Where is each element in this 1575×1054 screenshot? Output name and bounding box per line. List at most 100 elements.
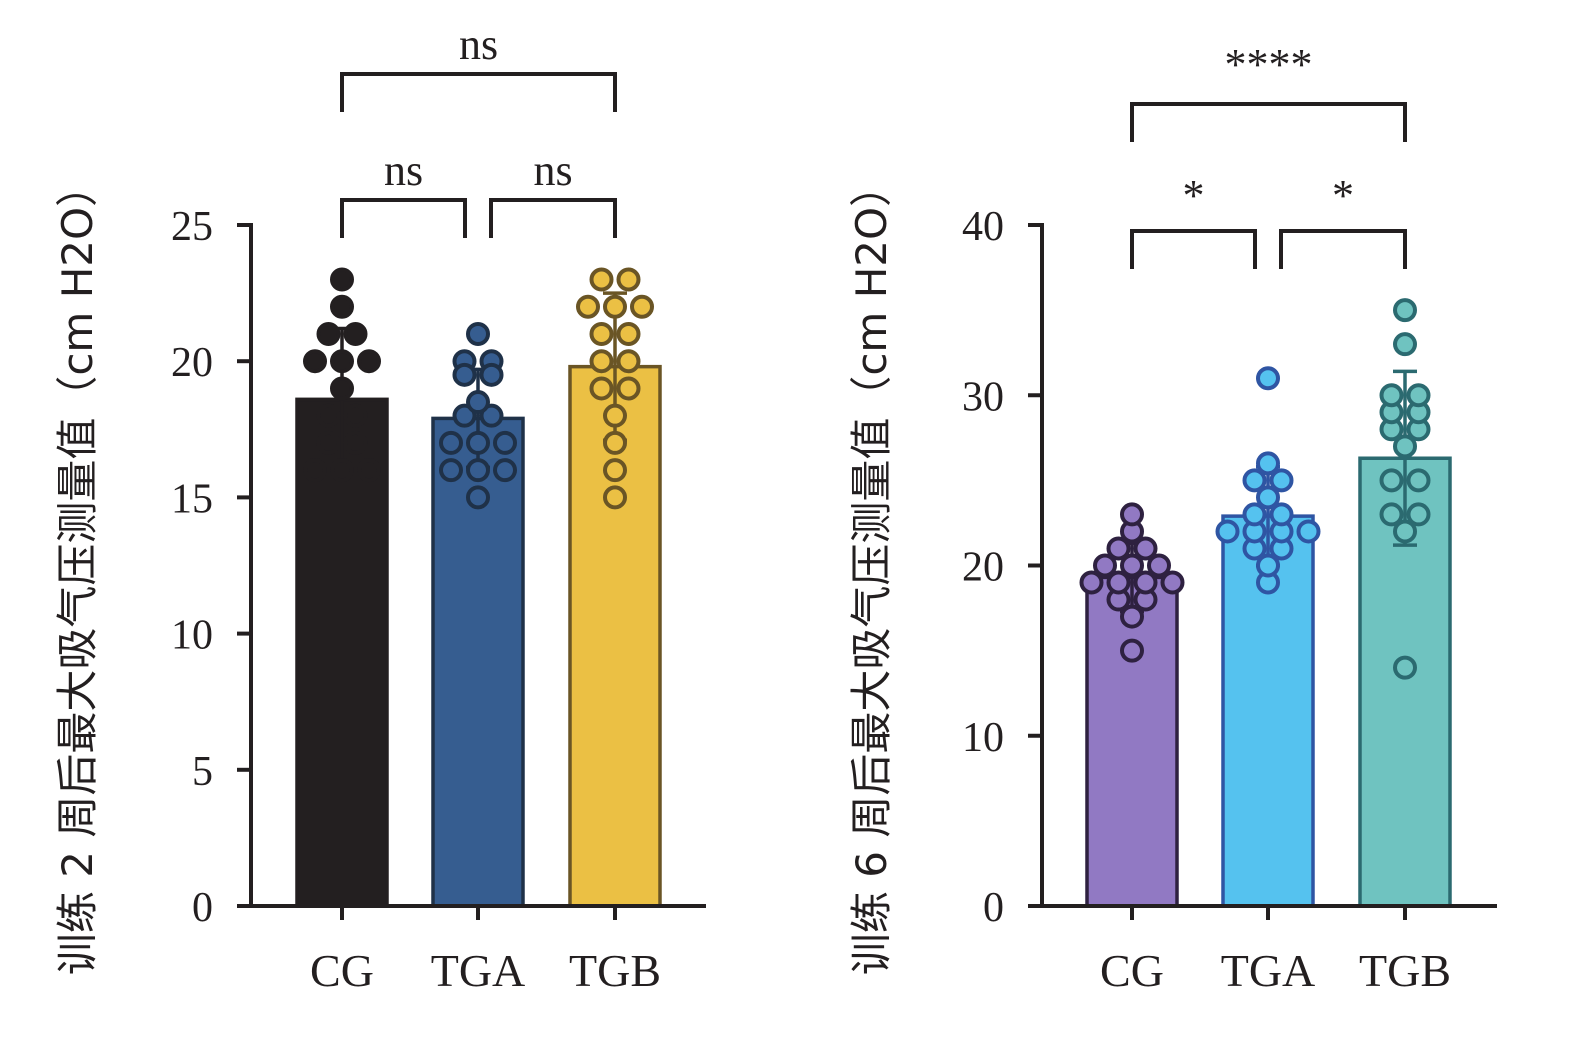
data-point-tgb — [589, 349, 614, 374]
data-point-tga — [1242, 502, 1267, 527]
data-point-tgb — [1393, 519, 1417, 544]
data-point-cg — [357, 349, 381, 374]
data-point-cg — [330, 294, 354, 319]
data-point-cg — [316, 430, 341, 455]
data-point-cg — [343, 403, 368, 428]
data-point-tgb — [1379, 383, 1404, 408]
significance-label: ns — [384, 146, 423, 195]
data-point-tgb — [576, 294, 600, 319]
significance-bracket — [340, 198, 467, 238]
data-point-tgb — [1379, 468, 1404, 493]
data-point-tga — [1269, 468, 1294, 493]
significance-label: **** — [1225, 40, 1313, 89]
data-point-cg — [1093, 553, 1117, 578]
x-tick-label-tga: TGA — [431, 945, 526, 996]
data-point-tga — [479, 362, 504, 387]
data-point-tgb — [1393, 332, 1417, 357]
data-point-tga — [1269, 502, 1294, 527]
significance-label: ns — [533, 146, 572, 195]
data-point-cg — [1120, 553, 1144, 578]
data-point-cg — [1106, 536, 1131, 561]
data-point-tga — [479, 403, 504, 428]
y-tick-label: 0 — [983, 885, 1004, 931]
data-point-tga — [466, 430, 490, 455]
data-point-tga — [1256, 553, 1280, 578]
data-point-tgb — [616, 321, 641, 346]
x-tick-label-tgb: TGB — [569, 945, 661, 996]
data-point-tga — [452, 362, 477, 387]
data-point-tgb — [603, 485, 627, 510]
x-tick-label-cg: CG — [310, 945, 374, 996]
data-point-tga — [1215, 519, 1240, 544]
data-point-tga — [466, 485, 490, 510]
x-tick-label-cg: CG — [1100, 945, 1164, 996]
significance-bracket — [489, 198, 617, 238]
significance-bracket — [340, 72, 617, 112]
significance-label: ns — [459, 20, 498, 69]
data-point-tgb — [1393, 434, 1417, 459]
data-point-tga — [1242, 468, 1267, 493]
data-point-tga — [1256, 451, 1280, 476]
data-point-tga — [452, 403, 477, 428]
data-point-tgb — [616, 267, 641, 292]
data-point-tga — [1256, 485, 1280, 510]
y-tick-label: 10 — [171, 613, 213, 659]
data-point-tgb — [589, 376, 614, 401]
significance-bracket — [1279, 229, 1407, 269]
data-point-cg — [330, 458, 354, 483]
data-point-tgb — [616, 349, 641, 374]
y-tick-label: 20 — [962, 545, 1004, 591]
data-point-tgb — [603, 458, 627, 483]
bar-cg — [1085, 575, 1179, 908]
data-point-cg — [1133, 536, 1158, 561]
data-point-tga — [466, 321, 490, 346]
y-tick-label: 40 — [962, 204, 1004, 250]
data-point-tga — [439, 458, 463, 483]
data-point-cg — [303, 458, 327, 483]
data-point-tgb — [603, 403, 627, 428]
data-point-cg — [316, 321, 341, 346]
data-point-cg — [1120, 638, 1144, 663]
data-point-tgb — [589, 321, 614, 346]
significance-label: * — [1183, 171, 1205, 220]
data-point-cg — [343, 430, 368, 455]
panel-week-2: 训练 2 周后最大吸气压测量值（cm H2O） 0 5 10 15 20 25 CG TGA TG… — [53, 20, 706, 996]
data-point-cg — [330, 349, 354, 374]
data-point-tgb — [603, 294, 627, 319]
data-point-tga — [439, 430, 463, 455]
data-point-cg — [343, 321, 368, 346]
panel-week-6: 训练 6 周后最大吸气压测量值（cm H2O） 0 10 20 30 40 CG TGA TGB… — [847, 40, 1497, 996]
data-point-cg — [1120, 502, 1144, 527]
data-point-cg — [1160, 570, 1185, 595]
y-axis-title: 训练 2 周后最大吸气压测量值（cm H2O） — [53, 165, 102, 975]
data-point-tgb — [630, 294, 654, 319]
data-point-cg — [303, 349, 327, 374]
data-point-cg — [357, 458, 381, 483]
y-tick-label: 15 — [171, 476, 213, 522]
data-point-cg — [330, 267, 354, 292]
data-point-tgb — [589, 267, 614, 292]
data-point-tgb — [1406, 502, 1431, 527]
data-point-cg — [1106, 570, 1131, 595]
x-tick-label-tga: TGA — [1221, 945, 1316, 996]
y-tick-label: 20 — [171, 340, 213, 386]
data-point-tgb — [1393, 298, 1417, 323]
data-point-cg — [1120, 604, 1144, 629]
data-point-cg — [1133, 570, 1158, 595]
data-point-tga — [466, 390, 490, 415]
data-point-tgb — [1379, 502, 1404, 527]
significance-label: * — [1332, 171, 1354, 220]
y-tick-label: 30 — [962, 374, 1004, 420]
data-point-tgb — [1406, 468, 1431, 493]
data-point-tga — [1296, 519, 1321, 544]
y-tick-label: 10 — [962, 715, 1004, 761]
y-tick-label: 0 — [192, 885, 213, 931]
data-point-tga — [493, 430, 517, 455]
data-point-cg — [316, 403, 341, 428]
data-point-tgb — [1406, 383, 1431, 408]
y-axis-title: 训练 6 周后最大吸气压测量值（cm H2O） — [847, 165, 896, 975]
significance-bracket — [1130, 102, 1407, 142]
data-point-tgb — [1393, 655, 1417, 680]
data-point-tga — [466, 458, 490, 483]
